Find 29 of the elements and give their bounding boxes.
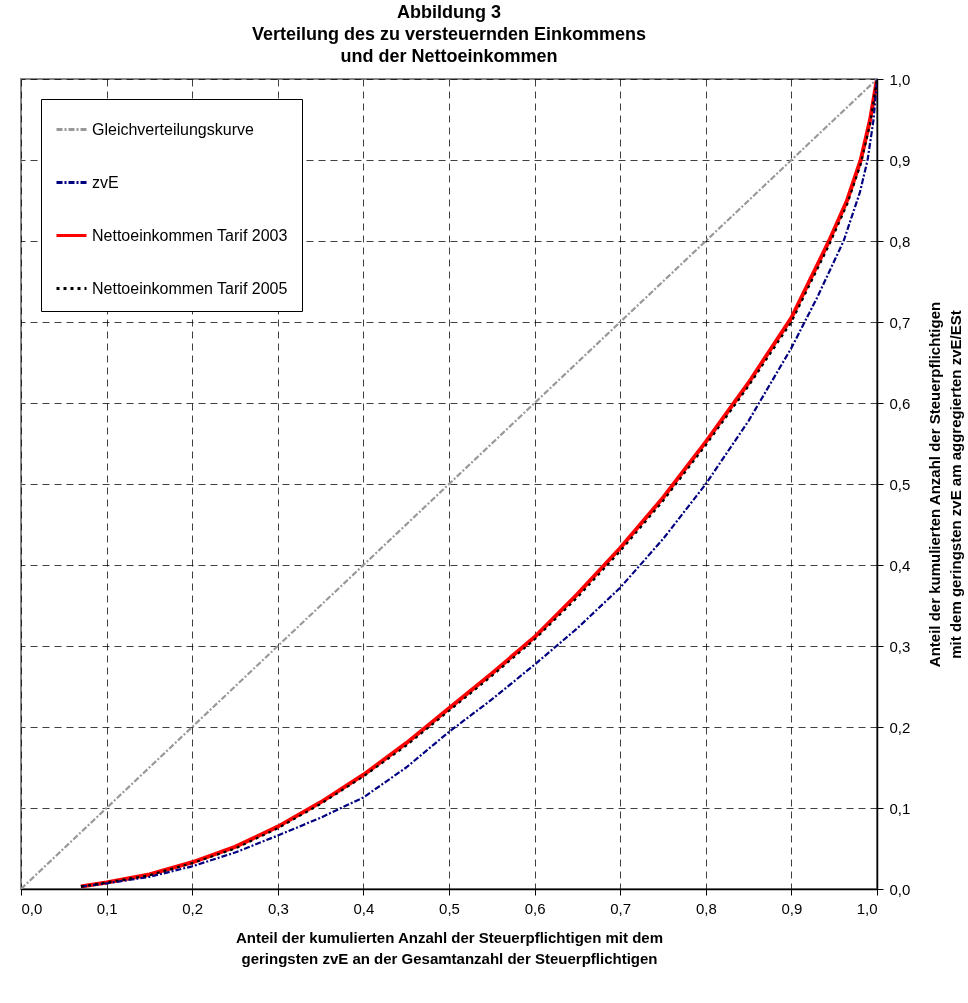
y-tick-label: 0,7 — [889, 313, 911, 331]
y-tick-label: 0,8 — [889, 232, 911, 250]
y-tick-label: 0,9 — [889, 151, 911, 169]
y-axis-title: Anteil der kumulierten Anzahl der Steuerpflichtigen mit dem geringsten zvE am aggregierten zvE/ESt — [926, 301, 965, 668]
legend-label: zvE — [92, 173, 119, 191]
chart-title: Abbildung 3 Verteilung des zu versteuernden Einkommens und der Nettoeinkommen — [251, 2, 647, 66]
x-tick-label: 0,0 — [21, 899, 43, 917]
x-tick-label: 0,7 — [610, 899, 632, 917]
y-tick-label: 0,0 — [889, 880, 911, 898]
y-tick-label: 0,1 — [889, 799, 911, 817]
x-tick-label: 0,1 — [96, 899, 118, 917]
y-tick-label: 0,3 — [889, 637, 911, 655]
y-tick-label: 0,6 — [889, 394, 911, 412]
x-tick-label: 0,8 — [695, 899, 717, 917]
x-tick-label: 0,3 — [267, 899, 289, 917]
x-tick-label: 0,4 — [353, 899, 375, 917]
y-tick-label: 0,2 — [889, 718, 911, 736]
x-tick-label: 0,2 — [182, 899, 204, 917]
legend-label: Nettoeinkommen Tarif 2003 — [92, 226, 288, 244]
y-tick-label: 1,0 — [889, 70, 911, 88]
x-tick-label: 0,9 — [781, 899, 803, 917]
y-tick-label: 0,5 — [889, 475, 911, 493]
x-tick-label: 0,6 — [524, 899, 546, 917]
y-tick-label: 0,4 — [889, 556, 911, 574]
x-tick-label: 1,0 — [856, 899, 878, 917]
x-tick-label: 0,5 — [439, 899, 460, 917]
legend-label: Gleichverteilungskurve — [92, 120, 254, 138]
legend-label: Nettoeinkommen Tarif 2005 — [92, 279, 288, 297]
x-axis-title: Anteil der kumulierten Anzahl der Steuerpflichtigen mit dem geringsten zvE an der Gesamtanzahl der Steuerpflichtigen — [235, 928, 664, 967]
